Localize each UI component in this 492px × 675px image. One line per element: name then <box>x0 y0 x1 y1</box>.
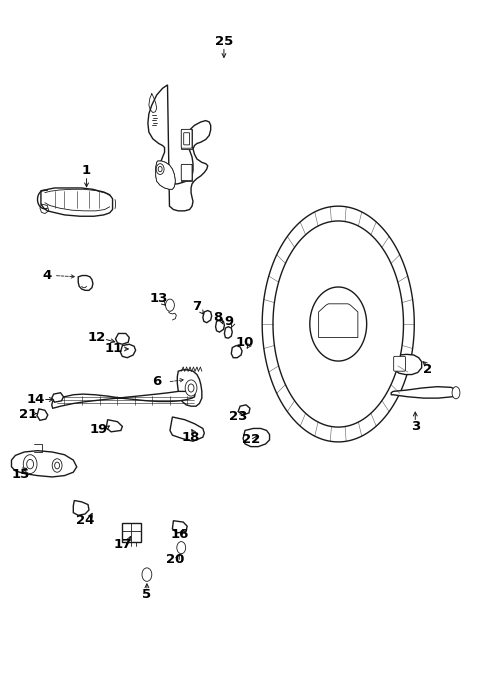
Polygon shape <box>273 221 403 427</box>
Polygon shape <box>203 310 212 323</box>
Polygon shape <box>78 275 93 290</box>
Text: 14: 14 <box>27 393 45 406</box>
Polygon shape <box>177 370 202 406</box>
FancyBboxPatch shape <box>184 133 189 145</box>
Text: 19: 19 <box>90 423 108 436</box>
Polygon shape <box>37 409 48 421</box>
Text: 11: 11 <box>104 342 123 356</box>
Polygon shape <box>11 451 77 477</box>
Text: 5: 5 <box>142 589 152 601</box>
Polygon shape <box>243 429 270 447</box>
Text: 12: 12 <box>87 331 105 344</box>
Text: 10: 10 <box>236 336 254 350</box>
Polygon shape <box>319 304 358 338</box>
Text: 4: 4 <box>43 269 52 282</box>
Polygon shape <box>390 354 422 375</box>
Ellipse shape <box>452 387 460 399</box>
Text: 21: 21 <box>19 408 37 421</box>
Polygon shape <box>181 164 192 181</box>
Text: 13: 13 <box>150 292 168 305</box>
Polygon shape <box>52 393 63 402</box>
FancyBboxPatch shape <box>181 130 192 148</box>
Polygon shape <box>181 129 192 149</box>
Polygon shape <box>121 344 136 358</box>
Text: 9: 9 <box>224 315 233 328</box>
Text: 2: 2 <box>423 363 432 377</box>
Polygon shape <box>123 522 141 542</box>
Polygon shape <box>238 405 250 415</box>
Polygon shape <box>391 387 457 398</box>
Polygon shape <box>73 501 89 515</box>
Circle shape <box>23 455 37 474</box>
Circle shape <box>156 164 164 174</box>
Text: 8: 8 <box>213 310 222 324</box>
Text: 6: 6 <box>152 375 161 388</box>
Polygon shape <box>231 346 242 358</box>
Text: 23: 23 <box>229 410 247 423</box>
Circle shape <box>188 384 194 392</box>
Text: 18: 18 <box>182 431 200 443</box>
Circle shape <box>27 460 33 469</box>
Polygon shape <box>224 327 232 338</box>
Circle shape <box>55 462 60 469</box>
Text: 25: 25 <box>215 34 233 48</box>
Text: 7: 7 <box>192 300 202 313</box>
FancyBboxPatch shape <box>181 165 192 180</box>
Text: 24: 24 <box>76 514 94 527</box>
Text: 16: 16 <box>171 528 189 541</box>
Polygon shape <box>172 520 187 533</box>
Circle shape <box>142 568 152 581</box>
Polygon shape <box>170 417 204 441</box>
Circle shape <box>52 459 62 472</box>
Text: 20: 20 <box>166 554 184 566</box>
Polygon shape <box>116 333 129 344</box>
FancyBboxPatch shape <box>394 356 405 371</box>
Text: 22: 22 <box>242 433 260 446</box>
Polygon shape <box>310 287 367 361</box>
Polygon shape <box>156 161 175 189</box>
Circle shape <box>158 167 162 172</box>
Polygon shape <box>41 188 113 216</box>
Circle shape <box>165 299 174 311</box>
Circle shape <box>177 541 185 554</box>
Text: 17: 17 <box>113 538 131 551</box>
Text: 15: 15 <box>11 468 30 481</box>
Text: 3: 3 <box>411 420 420 433</box>
Polygon shape <box>215 320 224 332</box>
Text: 1: 1 <box>82 164 91 177</box>
Polygon shape <box>106 420 123 432</box>
Polygon shape <box>148 85 211 211</box>
Polygon shape <box>52 392 195 408</box>
Circle shape <box>185 380 197 396</box>
Polygon shape <box>262 206 414 442</box>
